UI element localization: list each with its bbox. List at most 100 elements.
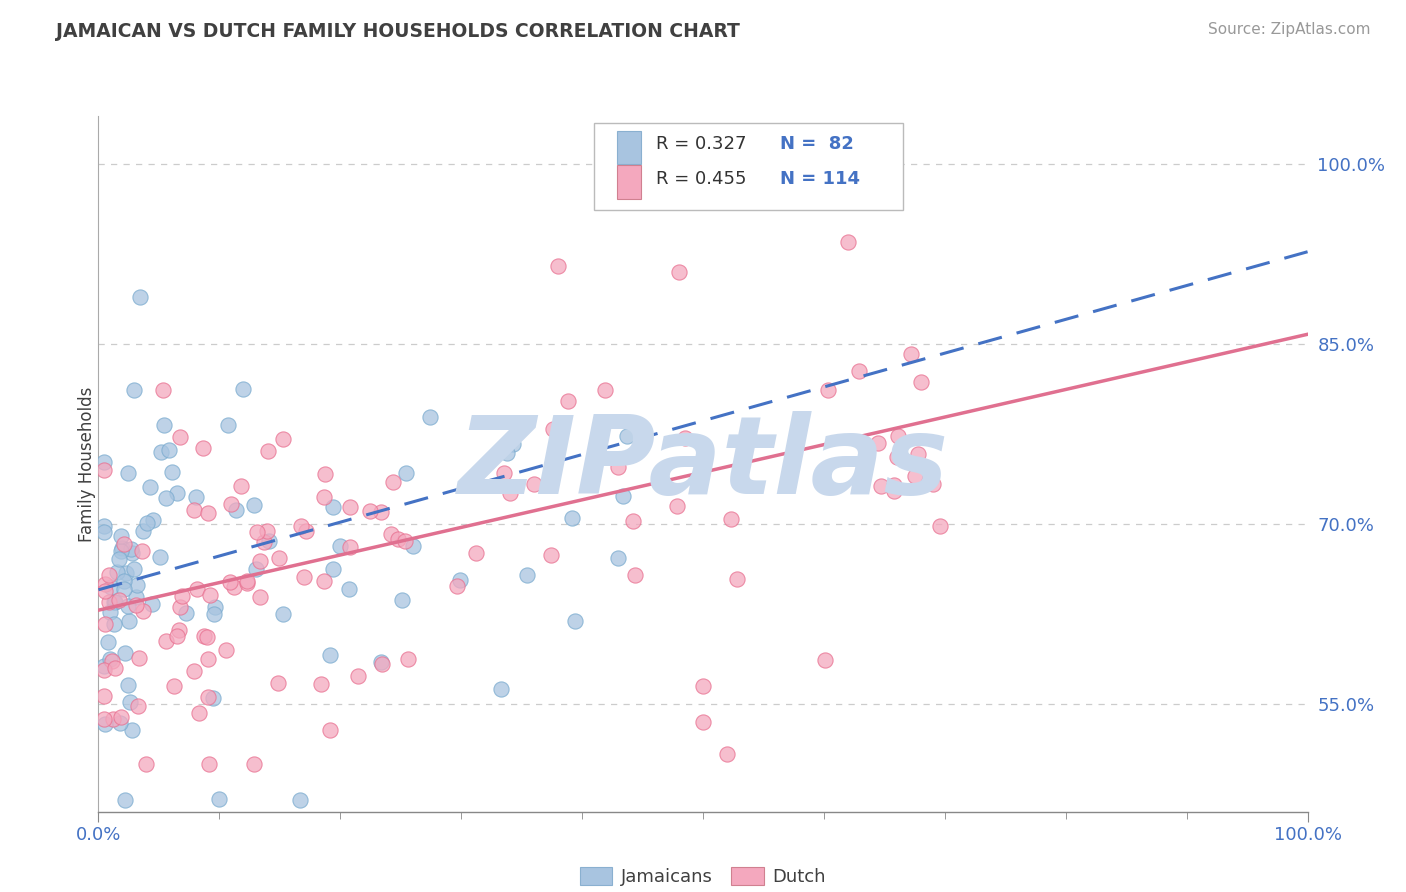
Point	[547, 259, 569, 273]
Point	[141, 597, 163, 611]
Point	[135, 756, 157, 771]
Point	[314, 574, 336, 588]
Point	[249, 554, 271, 568]
Point	[494, 466, 516, 480]
Text: R = 0.455: R = 0.455	[655, 169, 747, 187]
Point	[204, 607, 226, 621]
Point	[907, 447, 929, 461]
Point	[204, 600, 226, 615]
Point	[152, 417, 174, 432]
Point	[166, 629, 188, 643]
Text: Source: ZipAtlas.com: Source: ZipAtlas.com	[1208, 22, 1371, 37]
Point	[904, 468, 927, 483]
Point	[245, 562, 267, 576]
Point	[235, 575, 257, 590]
Point	[347, 669, 370, 683]
Point	[104, 595, 127, 609]
Point	[93, 663, 115, 677]
Text: R = 0.327: R = 0.327	[655, 135, 747, 153]
Point	[381, 475, 404, 489]
Point	[112, 582, 135, 596]
Point	[105, 565, 128, 579]
Point	[155, 633, 177, 648]
Point	[163, 679, 186, 693]
Point	[464, 546, 486, 560]
Point	[314, 467, 336, 482]
Point	[322, 562, 344, 576]
Point	[253, 535, 276, 549]
Point	[103, 595, 125, 609]
Point	[256, 524, 278, 538]
Point	[110, 715, 132, 730]
Point	[197, 506, 219, 520]
Point	[136, 516, 159, 530]
Point	[139, 480, 162, 494]
FancyBboxPatch shape	[595, 123, 903, 210]
Point	[169, 600, 191, 615]
Point	[271, 607, 294, 621]
Point	[112, 574, 135, 588]
Point	[125, 578, 148, 592]
Point	[114, 793, 136, 807]
Point	[197, 756, 219, 771]
Point	[249, 591, 271, 605]
Point	[93, 455, 115, 469]
Point	[94, 583, 117, 598]
Point	[193, 629, 215, 643]
Point	[624, 567, 647, 582]
Point	[93, 463, 115, 477]
Point	[814, 653, 837, 667]
Bar	[617, 165, 641, 199]
Point	[155, 491, 177, 505]
Point	[561, 511, 583, 525]
Point	[122, 383, 145, 397]
Point	[267, 676, 290, 690]
Point	[692, 714, 714, 729]
Point	[149, 550, 172, 565]
Point	[183, 665, 205, 679]
Point	[225, 503, 247, 517]
Point	[198, 588, 221, 602]
Point	[100, 654, 122, 668]
Point	[93, 519, 115, 533]
Point	[446, 579, 468, 593]
Point	[337, 582, 360, 597]
Point	[606, 460, 628, 475]
Point	[191, 441, 214, 455]
Point	[668, 265, 690, 279]
Point	[612, 489, 634, 503]
Point	[128, 290, 150, 304]
Point	[817, 384, 839, 398]
Point	[125, 599, 148, 613]
Point	[132, 524, 155, 539]
Point	[117, 599, 139, 613]
Point	[499, 486, 522, 500]
Point	[339, 500, 361, 515]
Point	[98, 567, 121, 582]
Point	[516, 568, 538, 582]
Point	[108, 551, 131, 566]
Point	[117, 466, 139, 480]
Point	[118, 695, 141, 709]
Point	[267, 551, 290, 566]
Point	[339, 540, 361, 554]
Point	[502, 437, 524, 451]
Point	[110, 541, 132, 556]
Point	[94, 617, 117, 632]
Point	[142, 512, 165, 526]
Point	[692, 679, 714, 693]
Point	[292, 570, 315, 584]
Point	[887, 429, 910, 443]
Point	[117, 678, 139, 692]
Point	[94, 576, 117, 591]
Point	[184, 490, 207, 504]
Point	[246, 524, 269, 539]
Point	[114, 646, 136, 660]
Point	[380, 526, 402, 541]
Text: N = 114: N = 114	[780, 169, 860, 187]
Point	[208, 792, 231, 806]
Point	[152, 383, 174, 397]
Point	[131, 544, 153, 558]
Point	[673, 431, 696, 445]
Point	[160, 465, 183, 479]
